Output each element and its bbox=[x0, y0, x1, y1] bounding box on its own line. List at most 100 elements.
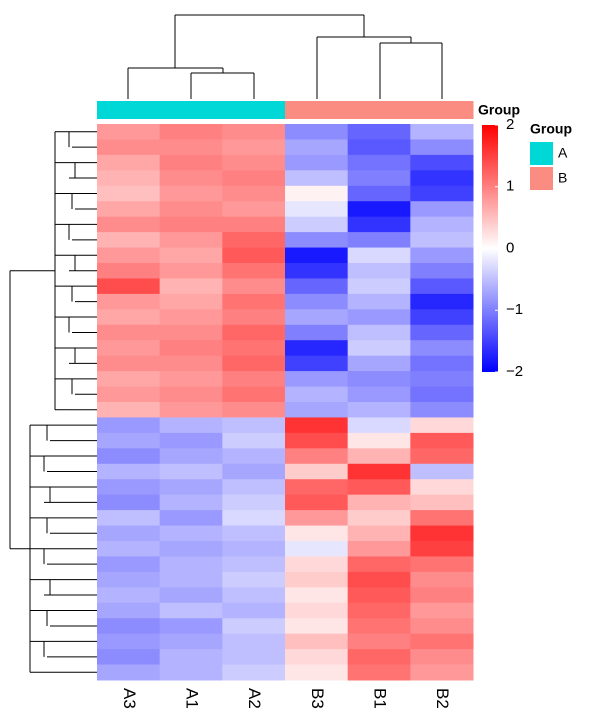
heatmap-cell bbox=[285, 602, 349, 619]
color-bar-label: −2 bbox=[506, 363, 523, 380]
heatmap-cell bbox=[97, 232, 161, 249]
heatmap-cell bbox=[410, 170, 474, 187]
heatmap-cell bbox=[97, 139, 161, 156]
column-label: A3 bbox=[120, 688, 139, 709]
heatmap-cell bbox=[347, 170, 411, 187]
heatmap-cell bbox=[347, 185, 411, 202]
heatmap-cell bbox=[410, 479, 474, 496]
heatmap-cell bbox=[97, 587, 161, 604]
heatmap-cell bbox=[159, 556, 223, 573]
heatmap-cell bbox=[97, 371, 161, 388]
heatmap-cell bbox=[285, 201, 349, 218]
annotation-label: Group bbox=[478, 102, 520, 118]
heatmap-cell bbox=[159, 633, 223, 650]
heatmap-cell bbox=[97, 402, 161, 418]
heatmap-cell bbox=[159, 340, 223, 357]
heatmap-cell bbox=[410, 602, 474, 619]
heatmap-cell bbox=[159, 170, 223, 187]
heatmap-cell bbox=[285, 124, 349, 140]
heatmap-cell bbox=[222, 633, 286, 650]
heatmap-cell bbox=[222, 340, 286, 357]
heatmap-cell bbox=[159, 154, 223, 171]
heatmap-cell bbox=[285, 232, 349, 249]
heatmap-cell bbox=[410, 324, 474, 341]
annotation-cell bbox=[285, 101, 349, 119]
heatmap-cell bbox=[97, 340, 161, 357]
heatmap-cell bbox=[410, 263, 474, 279]
heatmap-cell bbox=[347, 510, 411, 527]
heatmap-cell bbox=[347, 371, 411, 388]
heatmap-cell bbox=[222, 664, 286, 681]
heatmap-cell bbox=[285, 263, 349, 279]
heatmap-cell bbox=[222, 602, 286, 619]
heatmap-cell bbox=[222, 402, 286, 418]
heatmap-cell bbox=[285, 371, 349, 388]
heatmap-cell bbox=[159, 324, 223, 341]
heatmap-cell bbox=[222, 649, 286, 666]
heatmap-cell bbox=[410, 417, 474, 434]
heatmap-cell bbox=[285, 278, 349, 295]
heatmap-cell bbox=[410, 448, 474, 465]
heatmap-cell bbox=[410, 587, 474, 604]
heatmap-cell bbox=[347, 602, 411, 619]
heatmap-cell bbox=[159, 448, 223, 465]
heatmap-cell bbox=[347, 324, 411, 341]
heatmap-cell bbox=[97, 309, 161, 326]
heatmap-cell bbox=[97, 494, 161, 511]
heatmap-cell bbox=[222, 587, 286, 604]
heatmap-cell bbox=[222, 417, 286, 434]
heatmap-cell bbox=[97, 185, 161, 202]
annotation-cell bbox=[347, 101, 411, 119]
heatmap-cell bbox=[410, 293, 474, 310]
heatmap-cell bbox=[97, 602, 161, 619]
heatmap-cell bbox=[97, 463, 161, 480]
heatmap-cell bbox=[347, 139, 411, 156]
heatmap-cell bbox=[159, 571, 223, 588]
heatmap-cell bbox=[347, 587, 411, 604]
heatmap-cell bbox=[222, 201, 286, 218]
heatmap-cell bbox=[285, 494, 349, 511]
heatmap-cell bbox=[347, 309, 411, 326]
heatmap-cell bbox=[159, 216, 223, 233]
heatmap-cell bbox=[222, 494, 286, 511]
heatmap-cell bbox=[410, 571, 474, 588]
heatmap-cell bbox=[285, 556, 349, 573]
heatmap-cell bbox=[222, 170, 286, 187]
heatmap-cell bbox=[159, 463, 223, 480]
heatmap-cell bbox=[347, 432, 411, 449]
heatmap-cell bbox=[159, 417, 223, 434]
heatmap-cell bbox=[410, 463, 474, 480]
heatmap-cell bbox=[347, 386, 411, 403]
heatmap-cell bbox=[410, 525, 474, 542]
legend-swatch bbox=[530, 142, 553, 165]
heatmap-cell bbox=[285, 525, 349, 542]
heatmap-cell bbox=[410, 541, 474, 557]
heatmap-cell bbox=[222, 448, 286, 465]
heatmap-cell bbox=[222, 154, 286, 171]
heatmap-cell bbox=[410, 649, 474, 666]
heatmap-cell bbox=[285, 386, 349, 403]
heatmap-cell bbox=[97, 417, 161, 434]
heatmap-cell bbox=[222, 479, 286, 496]
color-bar-label: 1 bbox=[506, 178, 514, 195]
heatmap-cell bbox=[285, 139, 349, 156]
annotation-cell bbox=[97, 101, 161, 119]
heatmap-cell bbox=[159, 293, 223, 310]
heatmap-cell bbox=[410, 154, 474, 171]
color-bar-label: −1 bbox=[506, 301, 523, 318]
heatmap-cell bbox=[97, 633, 161, 650]
heatmap-cell bbox=[285, 185, 349, 202]
heatmap-cell bbox=[347, 664, 411, 681]
heatmap-cell bbox=[410, 232, 474, 249]
heatmap-cell bbox=[97, 154, 161, 171]
heatmap-cell bbox=[159, 263, 223, 279]
heatmap-cell bbox=[285, 664, 349, 681]
heatmap-cell bbox=[97, 448, 161, 465]
column-label: B2 bbox=[433, 688, 452, 709]
heatmap-cell bbox=[222, 371, 286, 388]
heatmap-cell bbox=[222, 309, 286, 326]
heatmap-cell bbox=[347, 417, 411, 434]
heatmap-cell bbox=[347, 278, 411, 295]
heatmap-cell bbox=[222, 355, 286, 372]
